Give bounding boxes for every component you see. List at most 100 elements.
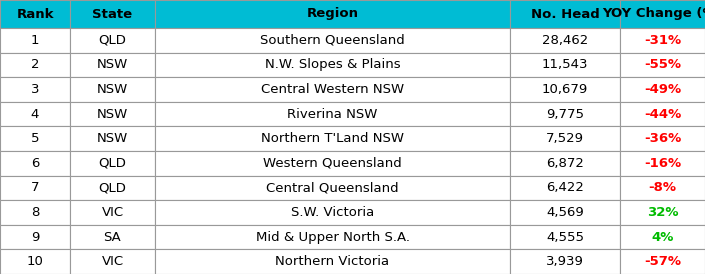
Bar — [510, 200, 620, 225]
Text: Northern Victoria: Northern Victoria — [276, 255, 390, 268]
Text: Central Queensland: Central Queensland — [266, 181, 399, 194]
Bar — [155, 176, 510, 200]
Bar — [0, 151, 70, 176]
Bar — [620, 126, 705, 151]
Text: Rank: Rank — [16, 7, 54, 21]
Text: NSW: NSW — [97, 83, 128, 96]
Bar — [620, 249, 705, 274]
Bar — [0, 176, 70, 200]
Text: 6: 6 — [31, 157, 39, 170]
Bar — [0, 126, 70, 151]
Bar — [155, 126, 510, 151]
Text: 32%: 32% — [646, 206, 678, 219]
Text: NSW: NSW — [97, 108, 128, 121]
Text: 4,569: 4,569 — [546, 206, 584, 219]
Bar — [155, 102, 510, 126]
Bar — [0, 0, 70, 28]
Bar — [620, 0, 705, 28]
Text: 28,462: 28,462 — [542, 34, 588, 47]
Text: 4,555: 4,555 — [546, 231, 584, 244]
Bar — [155, 249, 510, 274]
Bar — [0, 200, 70, 225]
Text: 1: 1 — [31, 34, 39, 47]
Text: Mid & Upper North S.A.: Mid & Upper North S.A. — [255, 231, 410, 244]
Text: 9,775: 9,775 — [546, 108, 584, 121]
Text: State: State — [92, 7, 133, 21]
Bar — [155, 53, 510, 77]
Text: -16%: -16% — [644, 157, 681, 170]
Bar — [0, 225, 70, 249]
Bar — [155, 225, 510, 249]
Bar — [510, 249, 620, 274]
Text: S.W. Victoria: S.W. Victoria — [291, 206, 374, 219]
Text: Central Western NSW: Central Western NSW — [261, 83, 404, 96]
Bar — [155, 200, 510, 225]
Text: No. Head: No. Head — [531, 7, 599, 21]
Bar — [510, 225, 620, 249]
Text: 9: 9 — [31, 231, 39, 244]
Bar — [70, 102, 155, 126]
Bar — [70, 176, 155, 200]
Text: -31%: -31% — [644, 34, 681, 47]
Text: -44%: -44% — [644, 108, 681, 121]
Bar — [0, 102, 70, 126]
Text: 7: 7 — [31, 181, 39, 194]
Text: 6,872: 6,872 — [546, 157, 584, 170]
Text: VIC: VIC — [102, 255, 123, 268]
Text: 5: 5 — [31, 132, 39, 145]
Bar — [70, 225, 155, 249]
Text: N.W. Slopes & Plains: N.W. Slopes & Plains — [264, 58, 400, 72]
Bar — [155, 28, 510, 53]
Bar — [70, 151, 155, 176]
Text: Western Queensland: Western Queensland — [263, 157, 402, 170]
Text: QLD: QLD — [99, 157, 126, 170]
Bar — [70, 249, 155, 274]
Bar — [0, 77, 70, 102]
Bar — [510, 151, 620, 176]
Bar — [620, 151, 705, 176]
Bar — [155, 151, 510, 176]
Text: 10,679: 10,679 — [542, 83, 588, 96]
Text: 6,422: 6,422 — [546, 181, 584, 194]
Bar — [620, 225, 705, 249]
Text: 8: 8 — [31, 206, 39, 219]
Bar — [620, 53, 705, 77]
Text: NSW: NSW — [97, 132, 128, 145]
Bar — [510, 77, 620, 102]
Bar — [0, 249, 70, 274]
Bar — [510, 53, 620, 77]
Bar — [155, 0, 510, 28]
Text: YOY Change (%): YOY Change (%) — [603, 7, 705, 21]
Text: 4%: 4% — [651, 231, 674, 244]
Text: -49%: -49% — [644, 83, 681, 96]
Text: 11,543: 11,543 — [541, 58, 588, 72]
Text: QLD: QLD — [99, 34, 126, 47]
Bar — [620, 176, 705, 200]
Bar — [155, 77, 510, 102]
Text: VIC: VIC — [102, 206, 123, 219]
Bar — [0, 28, 70, 53]
Text: QLD: QLD — [99, 181, 126, 194]
Bar — [70, 77, 155, 102]
Bar — [620, 200, 705, 225]
Text: Riverina NSW: Riverina NSW — [288, 108, 378, 121]
Text: 3: 3 — [31, 83, 39, 96]
Text: Northern T'Land NSW: Northern T'Land NSW — [261, 132, 404, 145]
Bar — [70, 200, 155, 225]
Bar — [510, 176, 620, 200]
Bar — [510, 28, 620, 53]
Text: SA: SA — [104, 231, 121, 244]
Text: 10: 10 — [27, 255, 44, 268]
Bar — [70, 0, 155, 28]
Text: -8%: -8% — [649, 181, 677, 194]
Text: Region: Region — [307, 7, 359, 21]
Bar — [70, 53, 155, 77]
Text: NSW: NSW — [97, 58, 128, 72]
Bar — [0, 53, 70, 77]
Text: 4: 4 — [31, 108, 39, 121]
Bar — [510, 0, 620, 28]
Bar — [510, 102, 620, 126]
Text: 7,529: 7,529 — [546, 132, 584, 145]
Bar — [620, 77, 705, 102]
Text: 3,939: 3,939 — [546, 255, 584, 268]
